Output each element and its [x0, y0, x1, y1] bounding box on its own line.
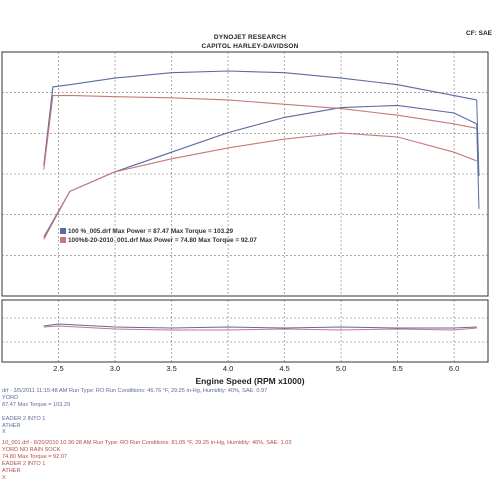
run-info-line: EADER 2 INTO 1 [2, 415, 46, 422]
x-tick-label: 5.0 [336, 364, 346, 373]
legend-swatch-blue [60, 228, 66, 234]
subplot-series-red-line [43, 325, 477, 331]
series-blue-torque-line [43, 70, 477, 166]
x-tick-label: 3.5 [166, 364, 176, 373]
run-info-line: 87.47 Max Torque = 103.29 [2, 401, 71, 408]
legend-swatch-red [60, 237, 66, 243]
run-info-line: drf - 3/5/2011 11:15:48 AM Run Type: RO … [2, 388, 268, 394]
legend-text-blue: 100 %_005.drf Max Power = 87.47 Max Torq… [68, 228, 234, 235]
x-tick-label: 2.5 [53, 364, 63, 373]
dealer-name: CAPITOL HARLEY-DAVIDSON [201, 43, 299, 50]
run-info-line [2, 409, 267, 416]
legend-entry-blue: 100 %_005.drf Max Power = 87.47 Max Torq… [60, 228, 233, 235]
run-info-line: YORD NO RAIN SOCK [2, 446, 61, 453]
run-info-line: X [2, 474, 6, 481]
series-blue-rolloff-line [476, 123, 480, 209]
x-tick-label: 3.0 [110, 364, 120, 373]
correction-factor-label: CF: SAE [466, 30, 492, 37]
run-info-line: ATHER [2, 422, 21, 429]
run-info-line: X [2, 429, 6, 436]
series-blue-rolloff-line [476, 99, 480, 177]
x-tick-label: 4.0 [223, 364, 233, 373]
run-info-line: ATHER [2, 467, 21, 474]
series-red-power-line [43, 132, 477, 240]
series-blue-power-line [43, 104, 477, 238]
x-axis-label: Engine Speed (RPM x1000) [195, 376, 305, 386]
run-info-line: EADER 2 INTO 1 [2, 460, 46, 467]
subplot-frame [1, 299, 489, 363]
run-info-red: 10_001.drf - 8/20/2010 10:36:28 AM Run T… [2, 440, 291, 481]
series-red-torque-line [43, 94, 477, 170]
run-info-line: YORD [2, 394, 19, 401]
x-tick-label: 5.5 [392, 364, 402, 373]
run-info-blue: drf - 3/5/2011 11:15:48 AM Run Type: RO … [2, 388, 267, 436]
report-title: DYNOJET RESEARCH [213, 34, 287, 41]
legend-entry-red: 100%8-20-2010_001.drf Max Power = 74.80 … [60, 237, 257, 244]
legend-text-red: 100%8-20-2010_001.drf Max Power = 74.80 … [68, 237, 257, 244]
x-tick-label: 4.5 [279, 364, 289, 373]
run-info-line: 74.80 Max Torque = 92.07 [2, 453, 68, 460]
run-info-line: 10_001.drf - 8/20/2010 10:36:28 AM Run T… [2, 440, 292, 446]
x-tick-label: 6.0 [449, 364, 459, 373]
subplot-series-blue-line [43, 323, 477, 329]
